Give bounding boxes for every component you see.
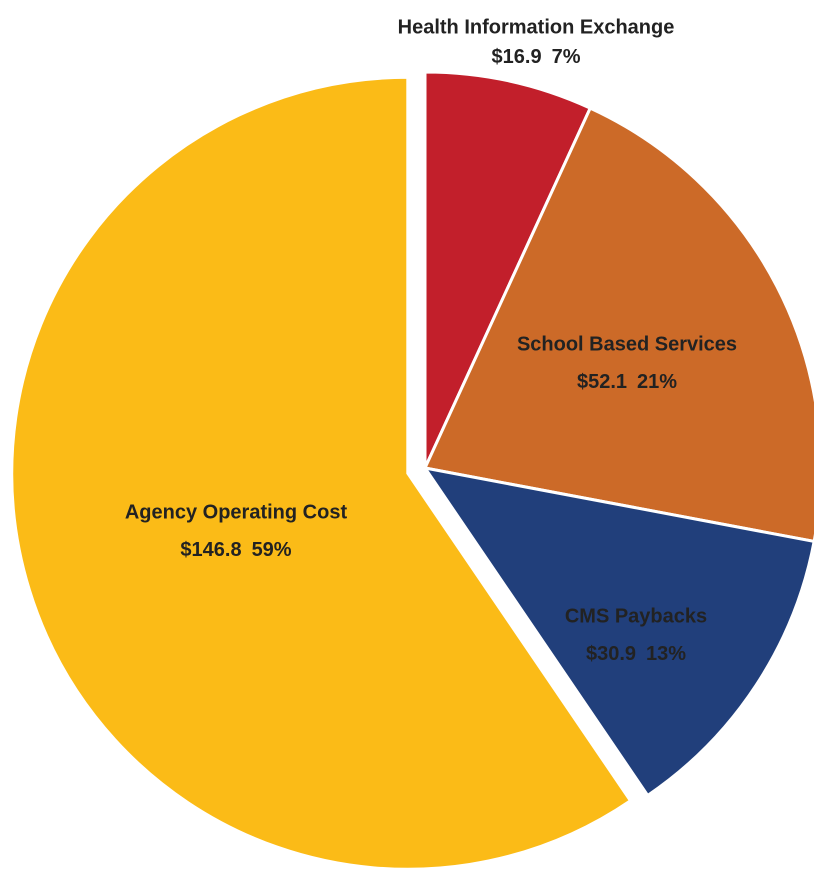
percent-label: 13% (646, 643, 686, 665)
value-label: $30.9 (586, 643, 636, 665)
percent-label: 7% (552, 46, 581, 68)
pie-slice (422, 106, 814, 543)
slice-label: School Based Services (517, 333, 737, 355)
pie-slice (423, 70, 593, 469)
value-label: $16.9 (492, 46, 542, 68)
slice-value: $16.9 7% (492, 46, 581, 68)
value-label: $52.1 (577, 371, 627, 393)
slice-value: $30.9 13% (586, 643, 686, 665)
slice-value: $146.8 59% (180, 539, 291, 561)
percent-label: 59% (252, 539, 292, 561)
slice-label: Health Information Exchange (398, 16, 675, 38)
pie-slice (10, 75, 633, 871)
slice-label: Agency Operating Cost (125, 501, 348, 523)
slice-label: CMS Paybacks (565, 605, 707, 627)
value-label: $146.8 (180, 539, 241, 561)
slice-value: $52.1 21% (577, 371, 677, 393)
pie-slice (421, 465, 814, 798)
percent-label: 21% (637, 371, 677, 393)
